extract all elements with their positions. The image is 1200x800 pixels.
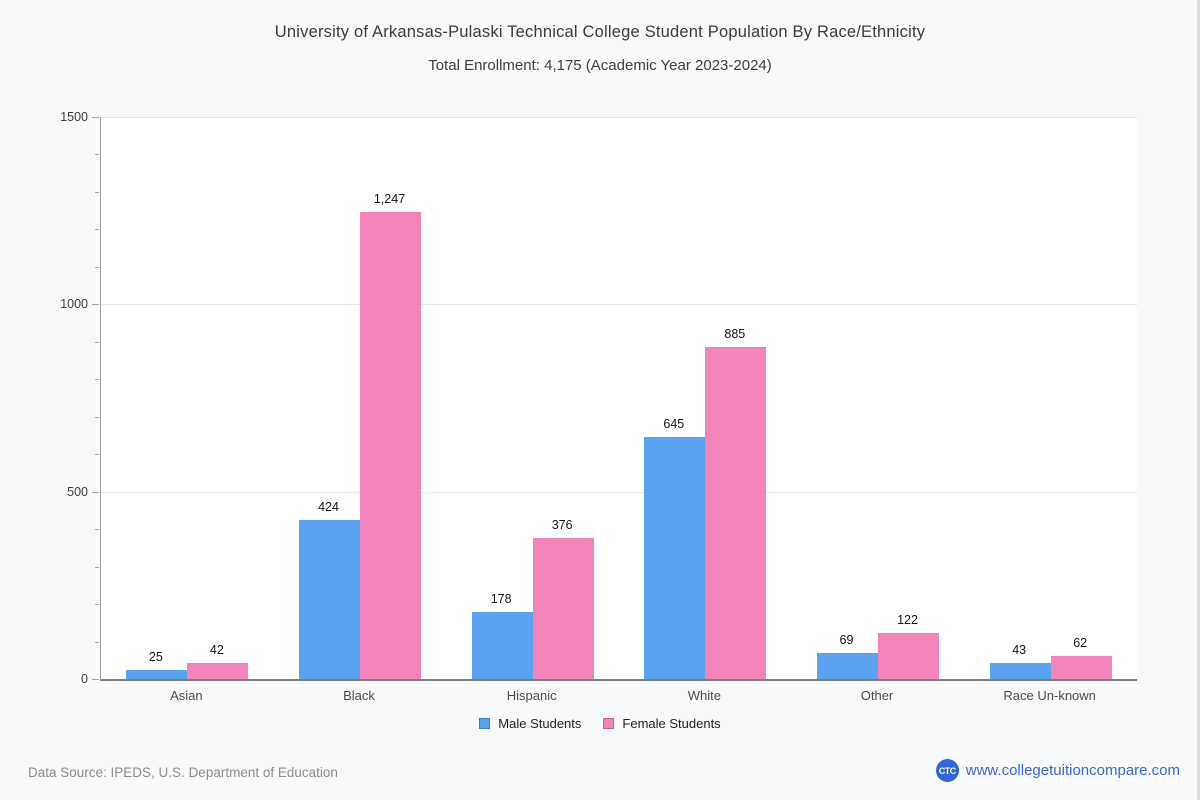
bar-male-hispanic xyxy=(471,612,533,679)
legend-marker-male-students xyxy=(479,718,491,729)
bar-value-male-other: 69 xyxy=(839,633,854,648)
chart-legend: Male Students Female Students xyxy=(0,716,1200,731)
x-axis-label-black: Black xyxy=(343,688,375,703)
bar-female-white xyxy=(705,347,767,679)
gridline-500 xyxy=(101,491,1137,493)
bar-female-other xyxy=(878,633,939,679)
y-axis-label-500: 500 xyxy=(67,484,88,499)
legend-item-male-students: Male Students xyxy=(479,716,581,731)
bar-value-male-hispanic: 178 xyxy=(490,592,512,607)
bar-value-female-asian: 42 xyxy=(209,643,224,658)
minor-tick-100 xyxy=(95,641,99,643)
bar-value-female-other: 122 xyxy=(897,613,918,628)
website-link[interactable]: CTC www.collegetuitioncompare.com xyxy=(935,759,1180,782)
bar-value-female-white: 885 xyxy=(724,327,746,342)
chart-subtitle: Total Enrollment: 4,175 (Academic Year 2… xyxy=(428,57,772,74)
bar-value-female-race-un-known: 62 xyxy=(1073,635,1088,650)
minor-tick-1300 xyxy=(95,191,99,193)
website-url: www.collegetuitioncompare.com xyxy=(965,762,1180,779)
x-axis-label-race-un-known: Race Un-known xyxy=(1003,688,1096,703)
bar-male-white xyxy=(644,437,706,679)
x-axis-label-asian: Asian xyxy=(170,688,203,703)
legend-item-female-students: Female Students xyxy=(603,716,721,731)
plot-area xyxy=(100,117,1137,681)
minor-tick-700 xyxy=(95,416,99,418)
gridline-1500 xyxy=(101,117,1137,118)
legend-label-female-students: Female Students xyxy=(622,716,721,731)
bar-value-female-black: 1,247 xyxy=(373,191,406,206)
minor-tick-900 xyxy=(95,341,99,343)
bar-value-male-black: 424 xyxy=(318,500,339,515)
bar-value-male-race-un-known: 43 xyxy=(1012,642,1027,657)
x-axis-label-white: White xyxy=(687,688,721,703)
footer: Data Source: IPEDS, U.S. Department of E… xyxy=(0,750,1200,800)
x-axis-label-hispanic: Hispanic xyxy=(506,688,557,703)
y-axis-label-1500: 1500 xyxy=(60,110,88,124)
minor-tick-1100 xyxy=(95,266,99,268)
x-axis-label-other: Other xyxy=(860,688,894,703)
chart-title: University of Arkansas-Pulaski Technical… xyxy=(274,23,926,41)
minor-tick-800 xyxy=(95,379,99,381)
gridline-1000 xyxy=(101,304,1137,306)
major-tick-1500 xyxy=(92,117,99,118)
bar-male-race-un-known xyxy=(989,662,1051,679)
bar-value-male-white: 645 xyxy=(663,417,685,432)
bar-female-race-un-known xyxy=(1050,655,1112,679)
bar-male-black xyxy=(299,520,360,679)
bar-value-female-hispanic: 376 xyxy=(551,518,573,533)
minor-tick-300 xyxy=(95,566,99,568)
bar-male-asian xyxy=(126,669,188,679)
legend-marker-female-students xyxy=(603,718,615,729)
bar-female-hispanic xyxy=(532,538,594,679)
minor-tick-1400 xyxy=(95,154,99,156)
legend-label-male-students: Male Students xyxy=(498,716,582,731)
y-axis-label-1000: 1000 xyxy=(60,297,88,312)
major-tick-500 xyxy=(92,491,99,493)
bar-female-black xyxy=(360,211,421,679)
y-axis-label-0: 0 xyxy=(81,672,88,686)
major-tick-0 xyxy=(92,679,99,680)
ctc-logo-icon: CTC xyxy=(935,759,959,782)
major-tick-1000 xyxy=(92,304,99,306)
bar-male-other xyxy=(817,653,878,679)
minor-tick-200 xyxy=(95,604,99,606)
minor-tick-600 xyxy=(95,454,99,456)
minor-tick-1200 xyxy=(95,229,99,231)
scrollbar-track xyxy=(1197,0,1200,800)
bar-value-male-asian: 25 xyxy=(148,649,163,664)
minor-tick-400 xyxy=(95,529,99,531)
bar-female-asian xyxy=(187,663,249,679)
data-source-text: Data Source: IPEDS, U.S. Department of E… xyxy=(28,765,338,780)
